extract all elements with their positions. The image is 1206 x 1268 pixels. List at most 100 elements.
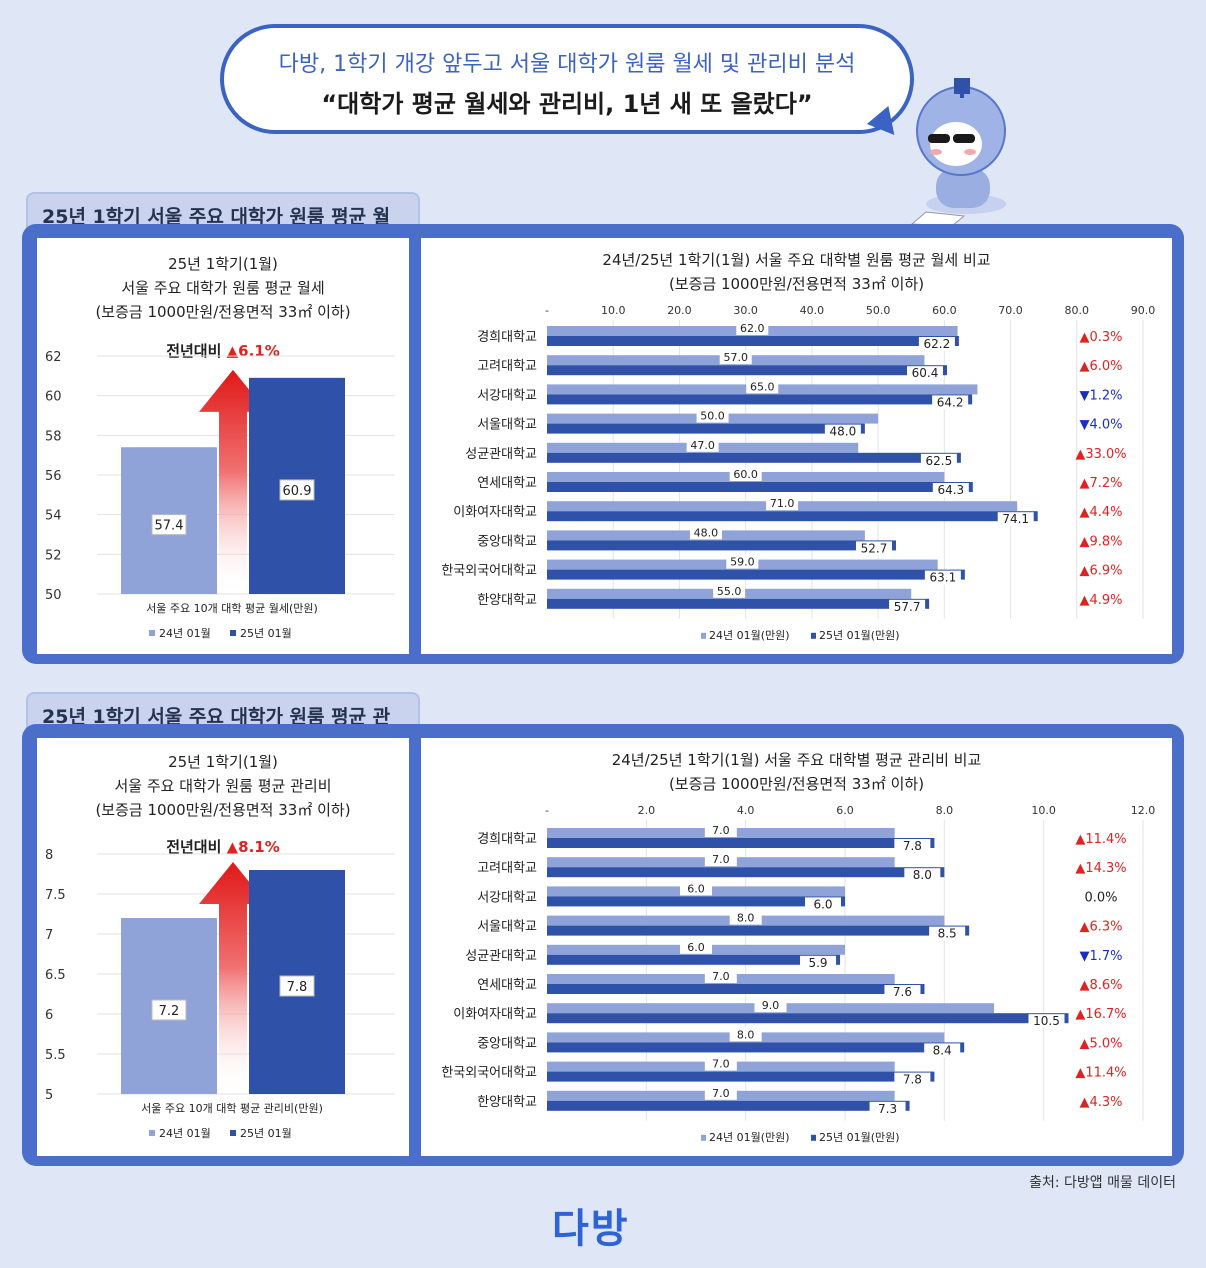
fee-cmp-value-label-25: 5.9	[808, 956, 827, 970]
fee-cmp-xtick-label: 8.0	[936, 804, 954, 817]
fee-cmp-label-bg-25	[1028, 1014, 1065, 1029]
rent-cmp-label-bg-24	[713, 583, 746, 598]
fee-cmp-change-label: ▼1.7%	[1079, 949, 1122, 964]
fee-cmp-label-bg-25	[869, 1101, 906, 1116]
rent-cmp-label-bg-24	[686, 437, 719, 452]
dabang-logo: 다방	[552, 1206, 630, 1252]
rent-cmp-bar-25	[547, 598, 930, 609]
fee-cmp-bar-25	[547, 984, 925, 994]
fee-compare-title-2: (보증금 1000만원/전용면적 33㎡ 이하)	[668, 775, 925, 793]
fee-avg-chart: 5 5.5 6 6.5 7 7.5 8 7.2 7.8 서울 주요 10개 대학 평균 관리비(만…	[45, 848, 395, 1140]
fee-cmp-category-label: 서울대학교	[477, 920, 537, 935]
rent-cmp-change-label: ▲6.9%	[1079, 564, 1122, 579]
fee-cmp-label-bg-24	[704, 1056, 737, 1071]
rent-avg-value-label: 60.9	[283, 484, 312, 499]
rent-cmp-value-label-25: 74.1	[1002, 512, 1029, 526]
fee-cmp-label-bg-24	[704, 1085, 737, 1100]
fee-cmp-value-label-24: 9.0	[762, 999, 780, 1012]
rent-cmp-label-bg-25	[906, 366, 943, 381]
rent-cmp-label-bg-24	[689, 525, 722, 540]
fee-cmp-label-bg-24	[704, 852, 737, 867]
fee-cmp-bar-25	[547, 954, 841, 965]
fee-cmp-label-bg-25	[924, 1043, 961, 1058]
rent-cmp-category-label: 성균관대학교	[465, 447, 537, 462]
fee-compare-title-1: 24년/25년 1학기(1월) 서울 주요 대학별 평균 관리비 비교	[611, 751, 982, 769]
rent-cmp-label-bg-24	[766, 496, 799, 511]
rent-cmp-category-label: 한국외국어대학교	[441, 564, 537, 579]
fee-cmp-value-label-25: 10.5	[1033, 1014, 1060, 1028]
rent-cmp-category-label: 서울대학교	[477, 418, 537, 433]
rent-cmp-label-bg-24	[746, 379, 779, 394]
fee-cmp-value-label-25: 7.6	[893, 985, 912, 999]
fee-cmp-category-label: 한양대학교	[477, 1095, 537, 1110]
fee-cmp-legend-25: 25년 01월(만원)	[819, 1131, 900, 1144]
rent-cmp-value-label-24: 65.0	[750, 380, 775, 393]
rent-cmp-category-label: 경희대학교	[477, 330, 537, 345]
fee-cmp-bar-25	[547, 867, 945, 878]
fee-cmp-change-label: ▲14.3%	[1075, 861, 1126, 876]
fee-cmp-label-bg-25	[894, 1072, 931, 1087]
rent-cmp-value-label-24: 57.0	[723, 351, 748, 364]
fee-cmp-bar-25	[547, 1042, 965, 1053]
fee-cmp-label-bg-24	[680, 939, 712, 954]
fee-cmp-xtick-label: 10.0	[1031, 804, 1056, 817]
fee-cmp-category-label: 이화여자대학교	[453, 1007, 537, 1022]
rent-cmp-xtick-label: 50.0	[866, 304, 891, 317]
rent-avg-ytick-label: 58	[45, 429, 62, 444]
rent-cmp-label-bg-24	[719, 350, 752, 365]
rent-cmp-bar-25	[547, 569, 965, 580]
rent-compare-title-1: 24년/25년 1학기(1월) 서울 주요 대학별 원룸 평균 월세 비교	[602, 251, 991, 269]
fee-cmp-value-label-24: 8.0	[737, 1028, 755, 1041]
rent-compare-card: 24년/25년 1학기(1월) 서울 주요 대학별 원룸 평균 월세 비교 (보…	[421, 238, 1172, 654]
rent-cmp-bar-25	[547, 365, 947, 376]
rent-cmp-xtick-label: 10.0	[601, 304, 626, 317]
fee-cmp-value-label-24: 7.0	[712, 853, 730, 866]
fee-compare-card: 24년/25년 1학기(1월) 서울 주요 대학별 평균 관리비 비교 (보증금…	[421, 738, 1172, 1156]
rent-cmp-value-label-24: 48.0	[694, 526, 719, 539]
rent-cmp-value-label-25: 48.0	[830, 425, 857, 439]
fee-cmp-category-label: 경희대학교	[477, 832, 537, 847]
rent-cmp-change-label: ▼4.0%	[1079, 418, 1122, 433]
fee-cmp-category-label: 서강대학교	[477, 890, 537, 905]
fee-cmp-label-bg-25	[894, 839, 931, 853]
rent-cmp-xtick-label: 70.0	[998, 304, 1023, 317]
rent-cmp-change-label: ▲7.2%	[1079, 476, 1122, 491]
rent-cmp-category-label: 중앙대학교	[477, 534, 537, 549]
rent-cmp-label-bg-24	[736, 321, 769, 335]
fee-cmp-value-label-24: 6.0	[687, 941, 705, 954]
rent-cmp-category-label: 서강대학교	[477, 388, 537, 403]
fee-cmp-label-bg-25	[800, 955, 837, 970]
fee-cmp-bar-25	[547, 838, 935, 848]
fee-avg-legend-24: 24년 01월	[159, 1127, 211, 1140]
rent-cmp-label-bg-25	[924, 570, 961, 585]
rent-avg-legend-24: 24년 01월	[159, 627, 211, 640]
fee-avg-legend-swatch-24	[149, 1130, 155, 1136]
rent-cmp-xtick-label: 20.0	[667, 304, 692, 317]
rent-cmp-label-bg-25	[920, 453, 957, 468]
fee-cmp-label-bg-24	[704, 969, 737, 983]
rent-avg-ytick-label: 60	[45, 390, 62, 405]
mascot-illustration	[910, 78, 1006, 226]
fee-cmp-change-label: ▲8.6%	[1079, 978, 1122, 993]
rent-cmp-change-label: ▲4.9%	[1079, 593, 1122, 608]
fee-cmp-bar-25	[547, 925, 970, 936]
fee-avg-value-box	[151, 999, 187, 1021]
headline-subtitle: 다방, 1학기 개강 앞두고 서울 대학가 원룸 월세 및 관리비 분석	[278, 52, 856, 77]
fee-avg-title-1: 25년 1학기(1월)	[168, 753, 278, 771]
headline-bubble: 다방, 1학기 개강 앞두고 서울 대학가 원룸 월세 및 관리비 분석 “대학…	[220, 24, 914, 134]
rent-avg-legend-swatch-24	[149, 630, 155, 636]
rent-cmp-label-bg-25	[824, 424, 861, 439]
rent-cmp-value-label-24: 62.0	[740, 322, 765, 335]
fee-avg-card: 25년 1학기(1월) 서울 주요 대학가 원룸 평균 관리비 (보증금 100…	[37, 738, 409, 1156]
rent-cmp-bar-25	[547, 482, 973, 492]
rent-cmp-change-label: ▲9.8%	[1079, 534, 1122, 549]
fee-cmp-value-label-24: 6.0	[687, 882, 705, 895]
rent-cmp-value-label-25: 57.7	[894, 600, 921, 614]
rent-cmp-bar-25	[547, 452, 961, 463]
rent-cmp-value-label-24: 60.0	[733, 468, 758, 481]
fee-cmp-value-label-25: 7.3	[878, 1102, 897, 1116]
rent-cmp-value-label-25: 60.4	[912, 366, 939, 380]
rent-cmp-xtick-label: 40.0	[800, 304, 825, 317]
rent-cmp-value-label-25: 62.5	[926, 454, 953, 468]
rent-cmp-label-bg-25	[932, 483, 969, 497]
